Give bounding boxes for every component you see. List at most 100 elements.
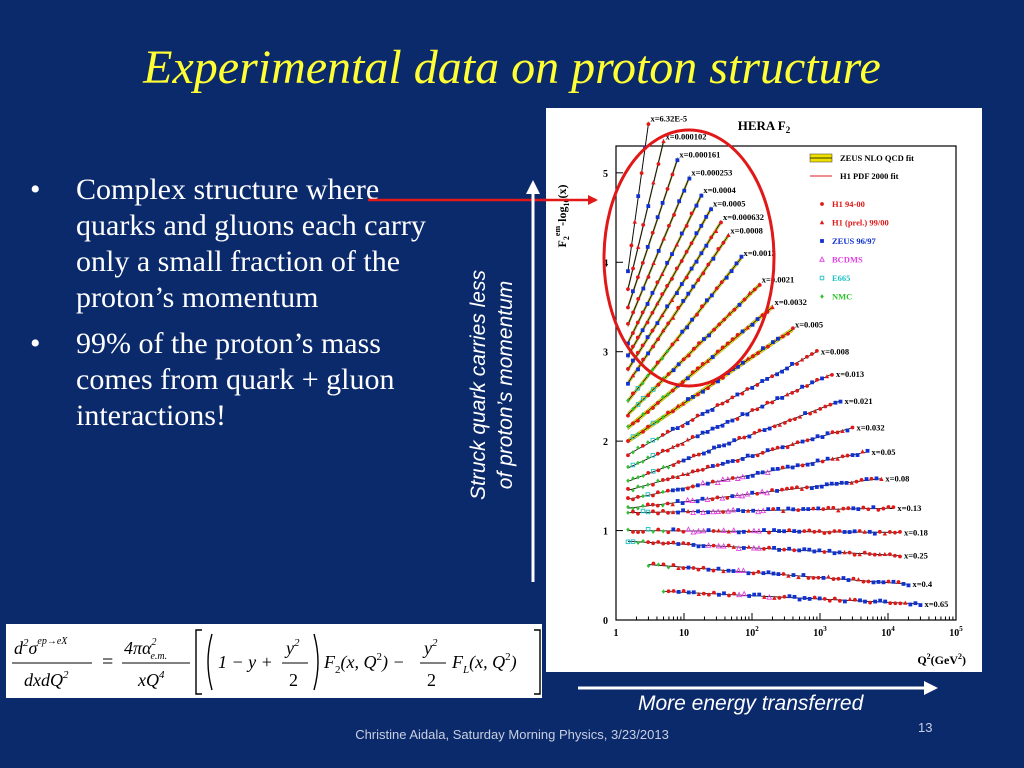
data-point [696, 278, 701, 282]
data-point [675, 403, 681, 408]
data-point [747, 594, 752, 598]
data-point [757, 428, 762, 433]
data-point [645, 302, 650, 306]
data-point [785, 366, 789, 371]
data-point [804, 485, 809, 490]
data-point [694, 259, 699, 264]
data-point [661, 394, 665, 400]
data-point [671, 527, 676, 532]
data-point [636, 530, 640, 534]
data-point [691, 543, 696, 547]
data-point [725, 508, 732, 514]
data-point [772, 595, 777, 600]
data-point [680, 401, 686, 406]
data-point [626, 381, 630, 386]
data-point [861, 505, 866, 510]
data-point [675, 474, 681, 480]
data-point [675, 443, 680, 448]
data-point [793, 417, 797, 422]
data-point [679, 282, 684, 286]
data-point [739, 492, 746, 499]
data-point [670, 488, 675, 493]
fit-line [663, 590, 921, 605]
data-point [805, 438, 810, 443]
fit-line [627, 427, 853, 491]
data-point [770, 467, 775, 472]
data-point [695, 413, 700, 418]
data-point [672, 213, 676, 217]
data-point [745, 412, 750, 417]
data-point [893, 530, 897, 535]
data-point [660, 201, 665, 205]
data-point [725, 399, 730, 404]
data-point [681, 566, 686, 570]
data-point [764, 489, 771, 496]
data-point [806, 576, 811, 580]
data-point [805, 354, 809, 359]
data-point [651, 529, 655, 534]
data-point [822, 550, 827, 554]
data-point [675, 383, 680, 388]
data-point [656, 436, 660, 441]
data-point [655, 215, 660, 220]
data-point [841, 576, 846, 580]
data-point [898, 554, 902, 559]
data-point [751, 571, 756, 576]
data-point [796, 508, 801, 512]
data-point [766, 507, 771, 512]
data-point [770, 488, 774, 492]
data-point [735, 392, 740, 397]
series-label: x=0.0004 [703, 185, 736, 195]
data-point [770, 374, 775, 379]
data-point [780, 369, 784, 374]
data-point [676, 542, 681, 546]
data-point [842, 530, 847, 534]
data-point [650, 310, 655, 315]
data-point [812, 529, 817, 534]
data-point [766, 344, 770, 349]
data-point [799, 486, 805, 491]
data-point [650, 420, 656, 426]
data-point [690, 484, 695, 489]
data-point [830, 372, 834, 377]
data-point [651, 180, 656, 185]
data-point [661, 464, 666, 470]
data-point [767, 530, 771, 535]
data-point [781, 508, 786, 513]
legend-dataset-label: BCDMS [832, 255, 863, 265]
data-point [631, 391, 635, 396]
data-point [782, 529, 787, 534]
fit-line [627, 208, 712, 357]
data-point [787, 418, 792, 423]
data-point [790, 361, 794, 366]
data-point [819, 256, 825, 262]
data-point [807, 596, 812, 601]
data-point [795, 362, 799, 366]
svg-text:d2σep→eX: d2σep→eX [14, 636, 68, 658]
data-point [681, 357, 686, 362]
data-point [809, 486, 814, 491]
data-point [635, 402, 641, 407]
data-point [736, 530, 741, 535]
data-point [665, 448, 670, 453]
data-point [820, 435, 825, 439]
data-point [831, 505, 836, 510]
data-point [689, 497, 696, 503]
data-point [700, 496, 705, 501]
data-point [632, 219, 637, 224]
data-point [676, 305, 681, 310]
data-point [853, 597, 857, 602]
data-point [650, 230, 655, 235]
data-point [641, 412, 645, 417]
data-point [820, 202, 824, 206]
formula-term-a: 1 − y + [218, 652, 273, 672]
data-point [699, 479, 706, 486]
data-point [861, 579, 866, 584]
data-point [636, 484, 640, 489]
data-point [888, 601, 893, 606]
data-point [640, 395, 646, 401]
data-point [760, 450, 765, 455]
data-point [755, 407, 760, 412]
x-tick-label: 1 [614, 628, 619, 639]
data-point [645, 527, 651, 532]
